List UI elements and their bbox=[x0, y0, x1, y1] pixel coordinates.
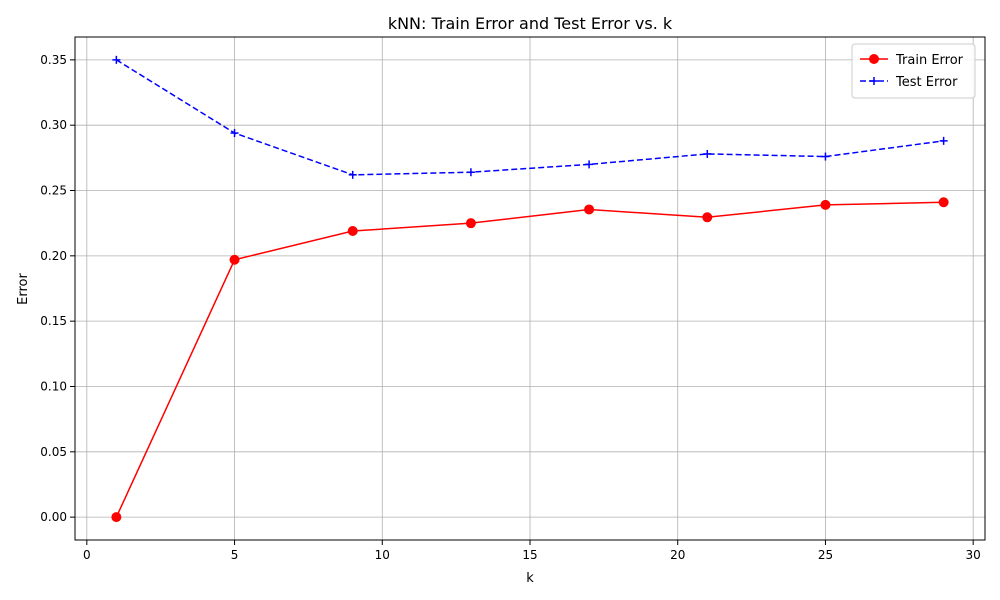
chart-title: kNN: Train Error and Test Error vs. k bbox=[388, 14, 673, 33]
data-point-marker bbox=[585, 160, 594, 169]
legend-box bbox=[851, 43, 976, 99]
data-point-marker bbox=[347, 226, 358, 237]
data-point-marker bbox=[821, 152, 830, 161]
series-0 bbox=[111, 197, 949, 523]
y-axis-ticks: 0.00 0.05 0.10 0.15 0.20 0.25 0.30 0.35 bbox=[40, 53, 75, 524]
data-point-marker bbox=[820, 199, 831, 210]
y-tick-label: 0.00 bbox=[40, 510, 67, 524]
y-tick-label: 0.15 bbox=[40, 314, 67, 328]
x-tick-label: 30 bbox=[966, 548, 981, 562]
legend-label: Train Error bbox=[895, 53, 964, 68]
y-tick-label: 0.20 bbox=[40, 249, 67, 263]
y-tick-label: 0.10 bbox=[40, 379, 67, 393]
x-tick-label: 0 bbox=[83, 548, 91, 562]
x-axis-label: k bbox=[526, 571, 534, 586]
x-tick-label: 25 bbox=[818, 548, 833, 562]
data-point-marker bbox=[348, 170, 357, 179]
data-point-marker bbox=[112, 55, 121, 64]
y-tick-label: 0.30 bbox=[40, 118, 67, 132]
legend: Train Error Test Error bbox=[851, 43, 976, 99]
data-point-marker bbox=[869, 54, 879, 64]
data-point-marker bbox=[870, 77, 878, 85]
data-point-marker bbox=[703, 149, 712, 158]
data-point-marker bbox=[466, 168, 475, 177]
x-tick-label: 10 bbox=[375, 548, 390, 562]
data-point-marker bbox=[230, 129, 239, 138]
series-layer bbox=[111, 55, 949, 523]
x-axis-ticks: 0 5 10 15 20 25 30 bbox=[83, 540, 981, 562]
data-point-marker bbox=[939, 136, 948, 145]
series-line bbox=[115, 201, 944, 518]
legend-entry: Train Error bbox=[860, 53, 964, 68]
legend-entry: Test Error bbox=[860, 75, 958, 90]
series-line bbox=[115, 59, 944, 176]
data-point-marker bbox=[465, 218, 476, 229]
series-1 bbox=[112, 55, 948, 179]
legend-label: Test Error bbox=[895, 75, 958, 90]
y-tick-label: 0.25 bbox=[40, 184, 67, 198]
x-tick-label: 5 bbox=[231, 548, 239, 562]
data-point-marker bbox=[584, 204, 595, 215]
data-point-marker bbox=[702, 212, 713, 223]
data-point-marker bbox=[111, 512, 122, 523]
y-tick-label: 0.05 bbox=[40, 445, 67, 459]
data-point-marker bbox=[229, 254, 240, 265]
y-axis-label: Error bbox=[16, 273, 31, 305]
x-tick-label: 20 bbox=[670, 548, 685, 562]
x-tick-label: 15 bbox=[522, 548, 537, 562]
data-point-marker bbox=[938, 197, 949, 208]
grid-lines bbox=[75, 37, 985, 540]
y-tick-label: 0.35 bbox=[40, 53, 67, 67]
